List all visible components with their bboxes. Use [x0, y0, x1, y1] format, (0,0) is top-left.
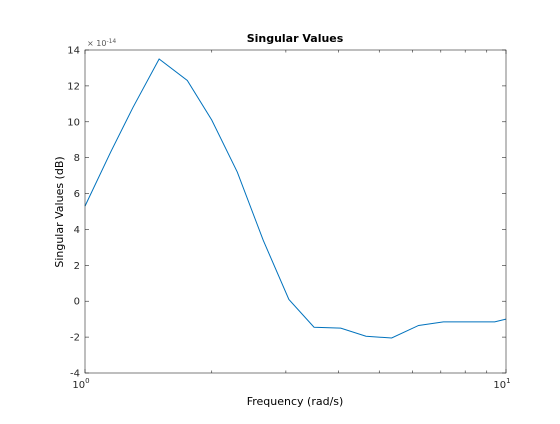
- y-tick-label: 14: [67, 46, 80, 57]
- y-exponent-power: -14: [106, 38, 116, 45]
- y-tick-label: 0: [74, 297, 80, 308]
- y-exponent-label: × 10-14: [87, 38, 116, 48]
- axes-box: [84, 49, 507, 374]
- x-axis-label: Frequency (rad/s): [247, 395, 344, 408]
- y-tick-label: 2: [74, 261, 80, 272]
- x-tick-label-base: 10: [493, 380, 506, 391]
- x-tick-label-base: 10: [72, 380, 85, 391]
- x-tick-label: 101: [493, 377, 510, 391]
- y-tick-label: 6: [74, 189, 80, 200]
- x-tick-label-exponent: 1: [506, 377, 510, 385]
- y-tick-label: -4: [70, 369, 80, 380]
- series-line: [84, 58, 507, 339]
- y-tick-label: 12: [67, 81, 80, 92]
- chart-title: Singular Values: [247, 32, 344, 45]
- y-tick-label: -2: [70, 333, 80, 344]
- y-tick-label: 8: [74, 153, 80, 164]
- plot-marks: [84, 58, 507, 339]
- y-tick-label: 10: [67, 117, 80, 128]
- y-axis-label: Singular Values (dB): [53, 156, 66, 267]
- x-tick-label: 100: [72, 377, 89, 391]
- x-tick-label-exponent: 0: [85, 377, 89, 385]
- y-tick-label: 4: [74, 225, 80, 236]
- axes-background: [85, 50, 506, 373]
- y-exponent-base: × 10: [87, 39, 106, 48]
